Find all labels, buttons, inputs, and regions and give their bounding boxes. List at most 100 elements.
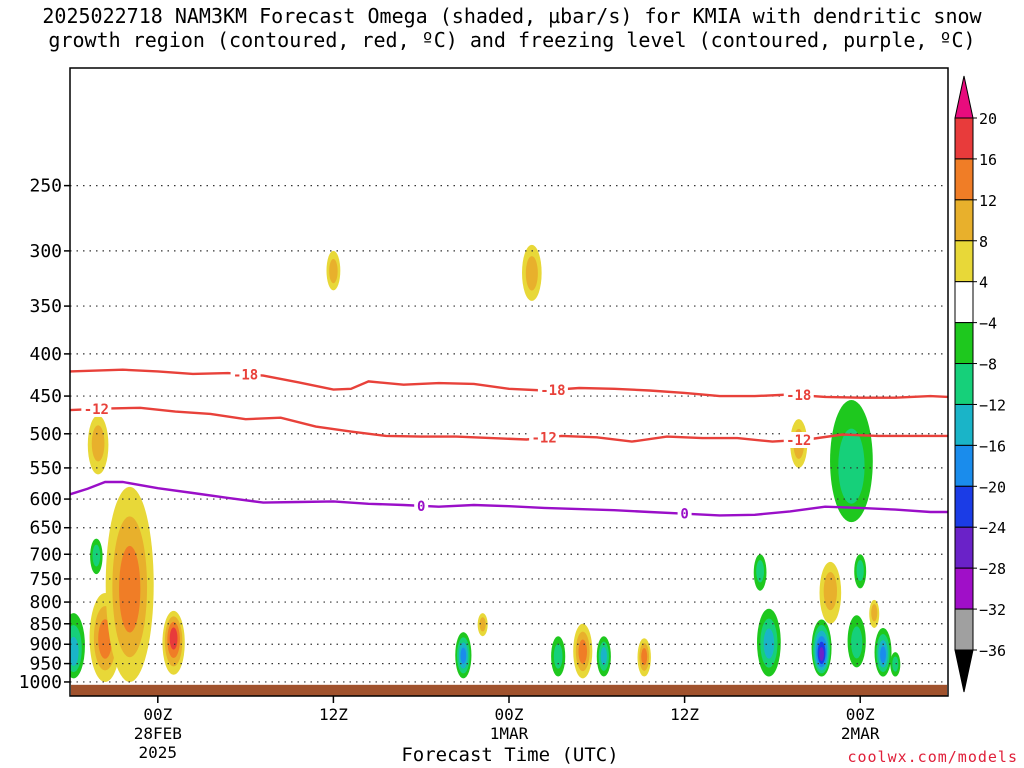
omega-cell-14	[637, 638, 651, 677]
omega-shade-level	[119, 545, 141, 633]
y-tick-label-900: 900	[29, 634, 62, 655]
contour-label-bg	[414, 497, 429, 514]
chart-title: 2025022718 NAM3KM Forecast Omega (shaded…	[0, 4, 1024, 52]
omega-cell-10	[522, 244, 542, 301]
ground-fill	[71, 684, 947, 696]
colorbar-bottom-arrow	[954, 649, 974, 693]
omega-shade-level	[823, 572, 838, 611]
omega-shade-level	[851, 626, 863, 659]
colorbar-label: −36	[979, 642, 1006, 660]
colorbar-label: 12	[979, 192, 997, 210]
contour-label-bg	[230, 366, 261, 383]
x-tick-label: 12Z	[319, 705, 348, 724]
y-tick-label-350: 350	[29, 296, 62, 317]
omega-cell-1	[90, 538, 103, 575]
omega-cell-12	[573, 623, 593, 679]
y-tick-label-300: 300	[29, 241, 62, 262]
y-tick-label-1000: 1000	[19, 672, 62, 693]
contour-line-0	[70, 480, 948, 517]
omega-cell-21	[830, 400, 873, 523]
contour-label--18: -18	[540, 383, 565, 399]
omega-shade-level	[880, 646, 886, 664]
omega-cell-16	[757, 608, 781, 677]
omega-shade-level	[578, 639, 587, 664]
site-credit[interactable]: coolwx.com/models	[847, 748, 1018, 766]
colorbar-label: −20	[979, 478, 1006, 496]
omega-shade-level	[92, 544, 101, 567]
contour-label-0: 0	[417, 499, 425, 515]
colorbar-box	[954, 281, 974, 324]
omega-shade-level	[553, 643, 563, 669]
omega-shade-level	[871, 604, 878, 622]
contour-label-bg	[783, 387, 814, 404]
omega-shade-level	[600, 647, 607, 666]
omega-cell-24	[890, 652, 901, 677]
omega-colorbar: 20 16 12 8 4 −4 −8 −12 −16 −20 −24 −28 −32 −36	[954, 75, 1006, 693]
y-tick-label-650: 650	[29, 518, 62, 539]
omega-shade-level	[479, 617, 486, 632]
x-tick-label: 00Z	[143, 705, 172, 724]
y-tick-label-800: 800	[29, 592, 62, 613]
colorbar-box	[954, 240, 974, 283]
omega-shade-level	[329, 258, 338, 284]
x-tick-label: 28FEB	[134, 724, 182, 743]
colorbar-box	[954, 199, 974, 242]
omega-cell-13	[596, 636, 611, 677]
x-axis-label: Forecast Time (UTC)	[401, 744, 619, 766]
omega-shade-level	[838, 428, 865, 504]
colorbar-box	[954, 322, 974, 365]
omega-shade-level	[892, 656, 899, 672]
colorbar-top-arrow	[954, 75, 974, 119]
omega-cell-5	[162, 610, 185, 675]
colorbar-box	[954, 526, 974, 569]
contour-label--12: -12	[531, 431, 556, 447]
omega-cell-19	[819, 561, 842, 624]
omega-shade-level	[525, 256, 538, 291]
temperature-contours: -18 -18 -18 -12 -12 -12 0 0	[70, 366, 948, 523]
title-line-2: growth region (contoured, red, ºC) and f…	[48, 28, 976, 52]
colorbar-box	[954, 363, 974, 405]
colorbar-label: −8	[979, 356, 997, 374]
y-tick-label-600: 600	[29, 489, 62, 510]
y-tick-label-950: 950	[29, 654, 62, 675]
contour-label-bg	[537, 381, 568, 398]
omega-shade-level	[91, 425, 105, 462]
colorbar-box	[954, 567, 974, 610]
contour-label-0: 0	[680, 507, 688, 523]
x-tick-label: 2MAR	[841, 724, 880, 743]
omega-cell-8	[455, 632, 472, 679]
contour-label--12: -12	[786, 433, 811, 449]
omega-cell-20	[847, 615, 866, 668]
contour-label-bg	[529, 429, 560, 446]
contour-label-bg	[783, 431, 814, 448]
omega-cell-0	[70, 613, 85, 679]
title-line-1: 2025022718 NAM3KM Forecast Omega (shaded…	[42, 4, 982, 28]
x-tick-label: 2025	[139, 743, 178, 762]
colorbar-label: −24	[979, 519, 1006, 537]
colorbar-box	[954, 485, 974, 528]
contour-label--18: -18	[233, 367, 258, 383]
omega-cell-15	[753, 554, 767, 591]
contour-label-bg	[81, 400, 112, 417]
pressure-axis: 2503003504004505005506006507007508008509…	[19, 176, 70, 693]
y-tick-label-400: 400	[29, 344, 62, 365]
omega-shade-level	[856, 560, 864, 582]
omega-cell-7	[326, 250, 341, 291]
omega-shade-level	[169, 627, 178, 650]
y-tick-label-750: 750	[29, 569, 62, 590]
omega-shade-level	[641, 648, 648, 666]
omega-cell-22	[874, 627, 892, 677]
colorbar-label: 20	[979, 110, 997, 128]
colorbar-box	[954, 608, 974, 651]
omega-cell-11	[551, 636, 566, 677]
omega-cell-6	[87, 415, 109, 475]
y-tick-label-700: 700	[29, 544, 62, 565]
colorbar-box	[954, 403, 974, 446]
omega-cell-9	[477, 613, 488, 637]
x-tick-label: 1MAR	[490, 724, 529, 743]
colorbar-label: 8	[979, 233, 988, 251]
omega-shade-level	[763, 628, 775, 659]
omega-shade-level	[819, 647, 824, 661]
